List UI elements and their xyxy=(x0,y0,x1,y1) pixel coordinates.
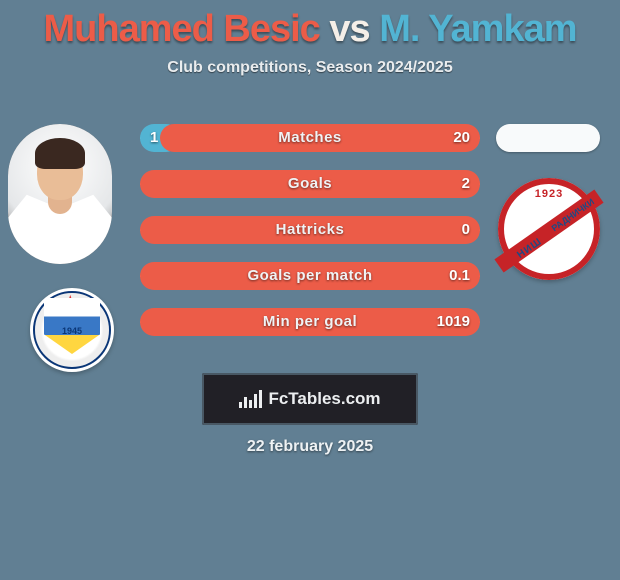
player-b-name: M. Yamkam xyxy=(379,8,576,50)
stat-b-value: 0.1 xyxy=(439,262,480,290)
crest-a-year: 1945 xyxy=(30,326,114,336)
player-a-name: Muhamed Besic xyxy=(43,8,319,50)
club-a-crest: ★ 1945 xyxy=(30,288,114,372)
stat-label: Matches xyxy=(140,124,480,152)
stat-row: Hattricks 0 xyxy=(140,216,480,244)
stat-label: Goals xyxy=(140,170,480,198)
subtitle: Club competitions, Season 2024/2025 xyxy=(0,59,620,77)
player-b-photo xyxy=(496,124,600,152)
page-title: Muhamed Besic vs M. Yamkam xyxy=(0,0,620,51)
date-text: 22 february 2025 xyxy=(0,438,620,456)
stat-label: Goals per match xyxy=(140,262,480,290)
stat-b-value: 2 xyxy=(452,170,480,198)
stat-row: 1 Matches 20 xyxy=(140,124,480,152)
club-b-crest: 1923 РАДНИЧКИ НИШ xyxy=(498,178,600,280)
stat-b-value: 1019 xyxy=(427,308,480,336)
stat-row: Goals 2 xyxy=(140,170,480,198)
chart-icon xyxy=(239,390,262,408)
stat-label: Hattricks xyxy=(140,216,480,244)
stat-b-value: 20 xyxy=(443,124,480,152)
stat-row: Min per goal 1019 xyxy=(140,308,480,336)
watermark: FcTables.com xyxy=(202,373,418,425)
watermark-text: FcTables.com xyxy=(268,389,380,409)
stat-b-value: 0 xyxy=(452,216,480,244)
stat-bars: 1 Matches 20 Goals 2 Hattricks 0 Goals p… xyxy=(140,124,480,354)
stat-row: Goals per match 0.1 xyxy=(140,262,480,290)
player-a-photo xyxy=(8,124,112,264)
vs-text: vs xyxy=(329,8,369,50)
